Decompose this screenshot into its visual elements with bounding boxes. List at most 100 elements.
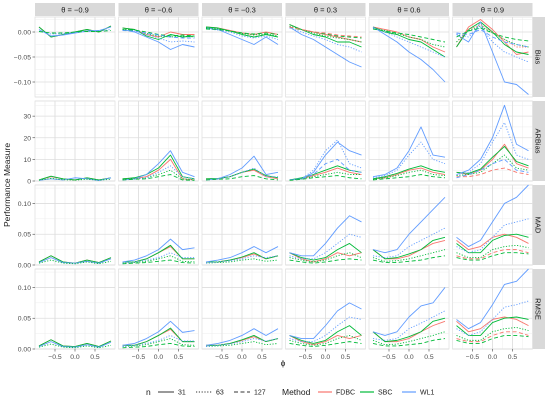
series-line-sbc-n127	[372, 174, 446, 181]
series-line-sbc-n127	[372, 28, 446, 43]
series-line-sbc-n127	[122, 343, 195, 349]
x-tick-label: 0.5	[257, 354, 267, 361]
row-strip	[532, 269, 545, 349]
series-line-sbc-n63	[38, 343, 112, 349]
series-line-sbc-n127	[456, 27, 529, 42]
series-line-wl1-n31	[122, 238, 195, 263]
series-line-sbc-n63	[205, 258, 279, 264]
series-line-wl1-n63	[289, 316, 362, 343]
series-line-sbc-n31	[372, 236, 446, 260]
series-line-sbc-n31	[372, 26, 446, 58]
x-tick-label: −0.5	[299, 354, 313, 361]
x-tick-label: 0.0	[488, 354, 498, 361]
series-line-sbc-n63	[456, 327, 529, 341]
column-strip-label: θ = −0.6	[145, 6, 173, 15]
x-tick-label: 0.5	[90, 354, 100, 361]
series-line-wl1-n31	[122, 320, 195, 346]
series-line-sbc-n127	[122, 29, 195, 37]
series-line-sbc-n127	[372, 338, 446, 347]
series-line-wl1-n127	[456, 29, 529, 48]
series-line-wl1-n63	[205, 28, 279, 40]
y-tick-label: −0.05	[14, 55, 31, 62]
column-strip	[369, 3, 449, 16]
series-line-sbc-n63	[372, 331, 446, 346]
series-line-wl1-n31	[456, 21, 529, 95]
series-line-wl1-n127	[122, 30, 195, 39]
x-tick-label: 0.0	[237, 354, 247, 361]
row-strip	[532, 17, 545, 97]
legend-n-label: 63	[216, 390, 224, 397]
series-line-sbc-n127	[289, 341, 362, 347]
series-line-wl1-n31	[456, 104, 529, 175]
legend-method-label: FDBC	[336, 390, 355, 397]
series-line-sbc-n31	[456, 233, 529, 254]
series-line-wl1-n63	[38, 29, 112, 35]
x-tick-label: 0.0	[404, 354, 414, 361]
series-line-sbc-n127	[372, 255, 446, 263]
series-line-sbc-n63	[372, 27, 446, 48]
series-line-sbc-n127	[289, 258, 362, 264]
series-line-sbc-n31	[372, 317, 446, 343]
series-line-wl1-n63	[372, 310, 446, 341]
series-line-sbc-n63	[289, 252, 362, 263]
column-strip-label: θ = 0.6	[397, 6, 420, 15]
series-line-fdbc-n127	[456, 249, 529, 260]
column-strip	[452, 3, 533, 16]
series-line-sbc-n63	[205, 27, 279, 37]
series-line-sbc-n63	[122, 255, 195, 264]
column-strip	[35, 3, 115, 16]
series-line-wl1-n31	[205, 27, 279, 45]
series-line-wl1-n63	[456, 26, 529, 63]
series-line-sbc-n31	[38, 339, 112, 347]
y-axis-title: Performance Measure	[2, 143, 12, 227]
series-line-wl1-n63	[122, 29, 195, 43]
series-line-sbc-n127	[289, 175, 362, 181]
row-strip	[532, 101, 545, 181]
series-line-wl1-n31	[205, 246, 279, 263]
column-strip-label: θ = −0.3	[228, 6, 256, 15]
series-line-fdbc-n127	[289, 26, 362, 38]
x-tick-label: 0.5	[341, 354, 351, 361]
series-line-wl1-n31	[38, 26, 112, 37]
x-tick-label: −0.5	[48, 354, 62, 361]
series-line-wl1-n63	[372, 141, 446, 179]
series-line-wl1-n31	[372, 26, 446, 83]
series-line-wl1-n63	[122, 165, 195, 181]
series-line-sbc-n31	[289, 165, 362, 181]
series-line-wl1-n63	[456, 300, 529, 336]
legend-n-title: n	[146, 387, 151, 397]
column-strip	[202, 3, 282, 16]
series-line-sbc-n31	[289, 325, 362, 344]
series-line-sbc-n63	[38, 177, 112, 181]
series-line-wl1-n31	[372, 287, 446, 336]
column-strip-label: θ = −0.9	[61, 6, 89, 15]
series-line-sbc-n63	[122, 338, 195, 347]
x-tick-label: 0.0	[154, 354, 164, 361]
series-line-fdbc-n63	[456, 24, 529, 48]
row-strip	[532, 185, 545, 265]
series-line-sbc-n63	[372, 249, 446, 262]
y-tick-label: 0	[27, 179, 31, 186]
legend-method-label: WL1	[420, 390, 435, 397]
series-line-wl1-n63	[205, 167, 278, 181]
series-line-sbc-n127	[456, 335, 529, 344]
x-tick-label: −0.5	[215, 354, 229, 361]
series-line-wl1-n63	[372, 227, 446, 259]
y-tick-label: 0.00	[18, 30, 31, 37]
series-line-sbc-n63	[289, 25, 362, 43]
series-line-wl1-n31	[456, 268, 529, 330]
y-tick-label: 0.05	[18, 232, 31, 239]
y-tick-label: 20	[23, 135, 31, 142]
series-line-wl1-n63	[456, 122, 529, 175]
series-line-sbc-n63	[372, 169, 446, 180]
series-line-sbc-n127	[122, 174, 195, 181]
row-strip-label: MAD	[534, 217, 543, 234]
series-line-wl1-n31	[289, 26, 362, 68]
x-tick-label: −0.5	[466, 354, 480, 361]
x-tick-label: 0.5	[508, 354, 518, 361]
column-strip	[285, 3, 366, 16]
legend-n-label: 127	[254, 390, 266, 397]
series-line-fdbc-n127	[456, 167, 529, 178]
series-line-fdbc-n31	[456, 19, 529, 55]
series-line-wl1-n63	[122, 335, 195, 347]
